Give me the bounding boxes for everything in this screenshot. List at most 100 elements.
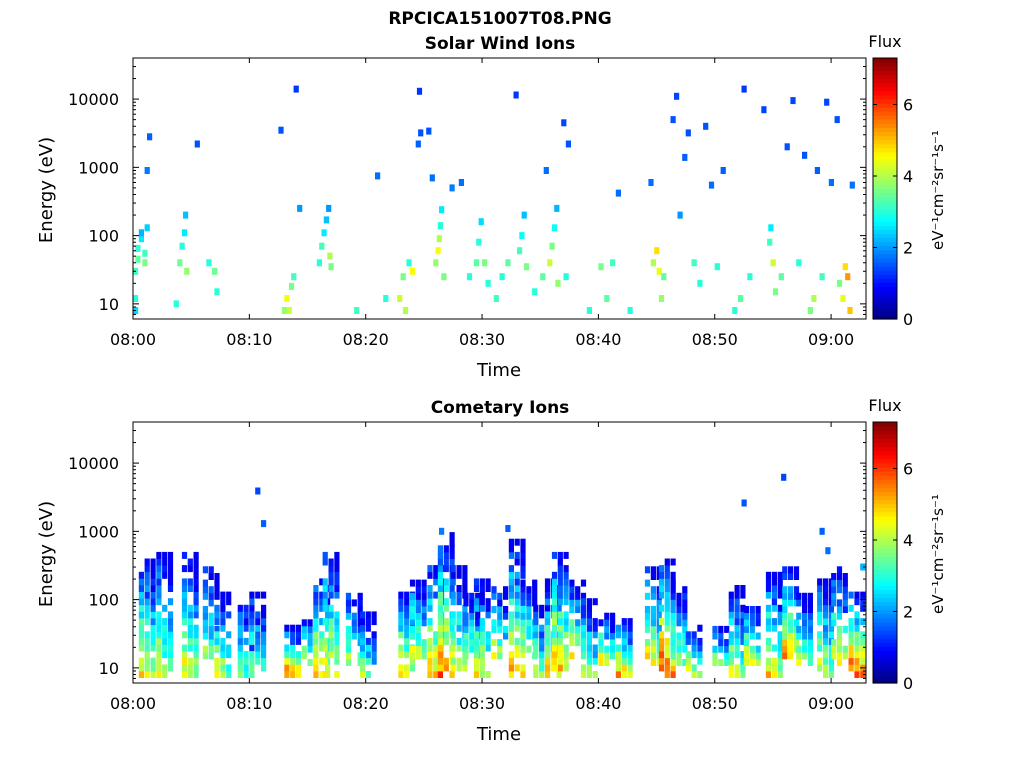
- flux-cell: [650, 612, 656, 620]
- flux-cell: [520, 565, 526, 573]
- flux-cell: [777, 571, 783, 579]
- flux-cell: [788, 625, 794, 633]
- flux-cell: [473, 604, 480, 612]
- flux-cell: [345, 659, 352, 666]
- flux-cell: [144, 571, 150, 579]
- flux-cell: [604, 659, 610, 666]
- flux-cell: [670, 579, 676, 587]
- flux-point: [598, 263, 604, 271]
- flux-cell: [544, 657, 551, 665]
- flux-cell: [237, 604, 243, 612]
- colorbar-step: [873, 278, 897, 283]
- flux-cell: [854, 671, 860, 678]
- flux-point: [194, 140, 200, 148]
- flux-cell: [497, 599, 503, 607]
- flux-cell: [491, 606, 497, 613]
- flux-cell: [328, 578, 334, 586]
- flux-cell: [807, 652, 813, 660]
- cometary-heatmap: [138, 473, 866, 678]
- flux-cell: [249, 611, 255, 619]
- flux-cell: [508, 618, 514, 626]
- flux-cell: [371, 657, 377, 665]
- flux-cell: [473, 664, 480, 672]
- flux-point: [184, 267, 190, 275]
- flux-cell: [421, 619, 427, 627]
- flux-point: [547, 259, 553, 267]
- flux-cell: [398, 618, 404, 626]
- flux-cell: [615, 624, 621, 632]
- flux-cell: [290, 664, 296, 672]
- flux-cell: [533, 644, 539, 652]
- flux-cell: [580, 604, 587, 612]
- cometary-ticks: 08:00 08:10 08:20 08:30 08:40 08:50 09:0010100…: [68, 421, 866, 713]
- flux-cell: [220, 618, 226, 626]
- flux-cell: [249, 637, 255, 645]
- colorbar-step: [873, 434, 897, 439]
- flux-cell: [836, 639, 843, 647]
- flux-cell: [462, 571, 468, 579]
- flux-cell: [508, 571, 514, 579]
- colorbar-step: [873, 180, 897, 186]
- flux-cell: [181, 618, 188, 626]
- flux-cell: [427, 591, 433, 599]
- flux-cell: [295, 657, 302, 665]
- y-tick-label: 10: [99, 295, 119, 314]
- flux-point: [819, 527, 825, 535]
- flux-cell: [322, 591, 328, 599]
- flux-cell: [831, 612, 837, 620]
- flux-point: [473, 259, 480, 267]
- flux-cell: [670, 652, 676, 660]
- flux-cell: [345, 645, 352, 653]
- flux-cell: [807, 639, 813, 647]
- colorbar-step: [873, 487, 897, 492]
- flux-cell: [193, 558, 199, 566]
- flux-cell: [788, 652, 794, 660]
- flux-cell: [860, 657, 866, 665]
- colorbar-step: [873, 282, 897, 287]
- flux-cell: [526, 612, 532, 620]
- flux-cell: [670, 639, 676, 647]
- flux-cell: [563, 585, 569, 592]
- flux-cell: [261, 618, 267, 626]
- colorbar-step: [873, 127, 897, 133]
- flux-cell: [777, 604, 783, 612]
- flux-cell: [325, 664, 331, 672]
- flux-cell: [670, 592, 676, 600]
- flux-cell: [181, 598, 188, 606]
- solar-wind-ylabel: Energy (eV): [36, 137, 57, 243]
- flux-cell: [615, 631, 621, 639]
- flux-cell: [563, 664, 569, 672]
- flux-cell: [782, 599, 788, 607]
- flux-cell: [836, 612, 843, 620]
- flux-cell: [307, 632, 313, 640]
- colorbar-tick-label: 4: [903, 531, 913, 550]
- flux-cell: [226, 591, 232, 599]
- flux-point: [437, 222, 443, 230]
- flux-cell: [563, 551, 569, 559]
- flux-cell: [664, 591, 670, 599]
- flux-point: [505, 525, 511, 532]
- flux-cell: [415, 612, 421, 620]
- flux-cell: [226, 671, 232, 678]
- flux-cell: [181, 551, 188, 559]
- flux-cell: [664, 565, 670, 573]
- flux-cell: [836, 573, 843, 580]
- colorbar-step: [873, 515, 897, 521]
- flux-cell: [734, 644, 740, 652]
- flux-cell: [328, 618, 334, 626]
- flux-cell: [144, 578, 150, 586]
- flux-cell: [550, 631, 556, 639]
- flux-cell: [682, 606, 688, 613]
- flux-cell: [415, 586, 421, 594]
- flux-cell: [359, 664, 366, 672]
- flux-point: [138, 235, 144, 243]
- flux-cell: [193, 551, 199, 559]
- flux-cell: [520, 551, 526, 559]
- flux-cell: [450, 611, 456, 619]
- flux-cell: [491, 625, 497, 633]
- flux-cell: [485, 637, 491, 645]
- colorbar-step: [873, 233, 897, 239]
- flux-cell: [740, 624, 746, 632]
- flux-cell: [398, 591, 404, 599]
- flux-cell: [749, 612, 755, 620]
